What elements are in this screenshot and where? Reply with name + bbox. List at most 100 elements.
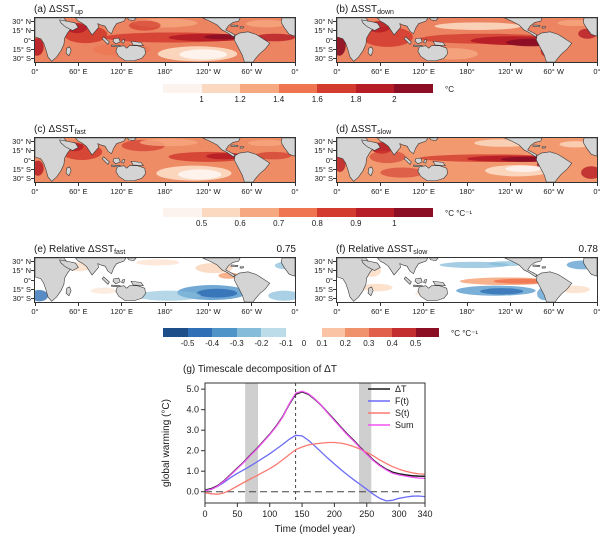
land-mass — [75, 18, 126, 35]
colorbar-tick-label: -0.4 — [205, 339, 220, 348]
land-mass — [415, 278, 422, 284]
lon-tick-mark — [553, 63, 555, 66]
lon-tick-label: 120° W — [195, 307, 221, 316]
land-mass — [231, 145, 238, 147]
land-mass — [60, 20, 79, 31]
land-mass — [536, 152, 571, 182]
lon-tick-mark — [294, 63, 296, 66]
colorbar-segment — [261, 328, 286, 337]
land-mass — [203, 18, 241, 37]
lat-tick-mark — [31, 30, 34, 32]
land-mass — [113, 158, 120, 164]
y-tick-label: 1.0 — [186, 466, 199, 476]
lon-tick-mark — [466, 303, 468, 306]
lat-tick-label: 30° N — [314, 256, 333, 266]
x-axis-label: Time (model year) — [275, 524, 356, 535]
land-mass — [240, 27, 244, 28]
lon-tick-mark — [553, 183, 555, 186]
lon-tick-mark — [466, 183, 468, 186]
land-mass — [234, 32, 269, 62]
colorbar-segment — [163, 84, 202, 93]
land-mass — [415, 158, 422, 164]
lon-tick-mark — [34, 303, 36, 306]
panel-letter: (d) — [336, 124, 349, 135]
colorbar-tick-label: 0.5 — [196, 219, 208, 228]
land-mass — [424, 159, 427, 163]
panel-variable: ΔSST — [49, 4, 76, 15]
sst-anomaly-blob — [139, 138, 198, 147]
colorbar-segment — [355, 84, 395, 93]
land-mass — [404, 157, 411, 165]
lat-tick-mark — [31, 288, 34, 290]
lat-tick-label: 0° — [23, 275, 31, 285]
land-mass — [362, 140, 381, 151]
land-mass — [113, 278, 120, 284]
lat-tick-label: 30° S — [12, 174, 31, 184]
sst-anomaly-blob — [179, 49, 228, 60]
land-mass — [362, 20, 381, 31]
colorbar-segment — [240, 84, 279, 93]
lon-tick-mark — [379, 63, 381, 66]
colorbar-segment — [201, 208, 241, 217]
lon-tick-label: 60° W — [241, 307, 262, 316]
lon-tick-mark — [509, 303, 511, 306]
lat-tick-label: 30° S — [314, 174, 333, 184]
land-mass — [433, 161, 445, 165]
colorbar-segment — [415, 328, 439, 337]
land-mass — [131, 161, 143, 165]
land-mass — [234, 272, 269, 302]
land-mass — [368, 167, 373, 176]
land-mass — [505, 138, 543, 157]
lon-tick-label: 120° W — [497, 307, 523, 316]
lat-tick-label: 15° S — [12, 44, 31, 54]
sst-anomaly-blob — [337, 35, 346, 56]
land-mass — [536, 32, 571, 62]
colorbar-tick-label: 1.6 — [311, 95, 323, 104]
lat-tick-mark — [333, 279, 336, 281]
lat-tick-mark — [31, 270, 34, 272]
lon-tick-mark — [164, 63, 166, 66]
colorbar-segment — [212, 328, 237, 337]
colorbar-tick-label: 0.8 — [311, 219, 323, 228]
lon-tick-mark — [553, 303, 555, 306]
land-mass — [122, 39, 125, 43]
lon-tick-mark — [509, 63, 511, 66]
colorbar-tick-label: -0.2 — [254, 339, 269, 348]
colorbar-unit: °C °C⁻¹ — [451, 329, 479, 338]
lat-tick-label: 30° S — [314, 294, 333, 304]
land-mass — [533, 25, 540, 27]
colorbar-tick-label: 0.2 — [339, 339, 351, 348]
land-mass — [116, 166, 146, 181]
lon-tick-mark — [294, 183, 296, 186]
lat-tick-label: 15° S — [12, 284, 31, 294]
lat-tick-label: 0° — [325, 35, 333, 45]
land-mass — [415, 38, 422, 44]
land-mass — [203, 258, 241, 277]
land-mass — [231, 265, 238, 267]
lat-tick-mark — [333, 39, 336, 41]
lon-tick-label: 0° — [291, 67, 299, 76]
lon-tick-label: 120° W — [497, 67, 523, 76]
lat-tick-label: 15° N — [12, 266, 31, 276]
land-mass — [362, 260, 381, 271]
lon-tick-mark — [336, 183, 338, 186]
lon-tick-label: 60° W — [241, 67, 262, 76]
lat-tick-label: 30° S — [12, 294, 31, 304]
panel-variable: ΔSST — [48, 124, 75, 135]
land-mass — [418, 286, 448, 301]
lon-tick-mark — [164, 303, 166, 306]
legend-label: Sum — [395, 420, 414, 430]
lon-tick-label: 0° — [31, 187, 39, 196]
land-mass — [418, 46, 448, 61]
sst-anomaly-blob — [90, 287, 117, 294]
colorbar-segment — [201, 84, 241, 93]
lon-tick-label: 180° — [459, 67, 475, 76]
panel-variable: Relative ΔSST — [348, 244, 414, 255]
colorbar-positive — [322, 328, 439, 337]
lon-tick-mark — [121, 183, 123, 186]
colorbar-segment — [187, 328, 213, 337]
lon-tick-mark — [121, 303, 123, 306]
land-mass — [433, 281, 445, 285]
sst-anomaly-blob — [434, 22, 522, 30]
